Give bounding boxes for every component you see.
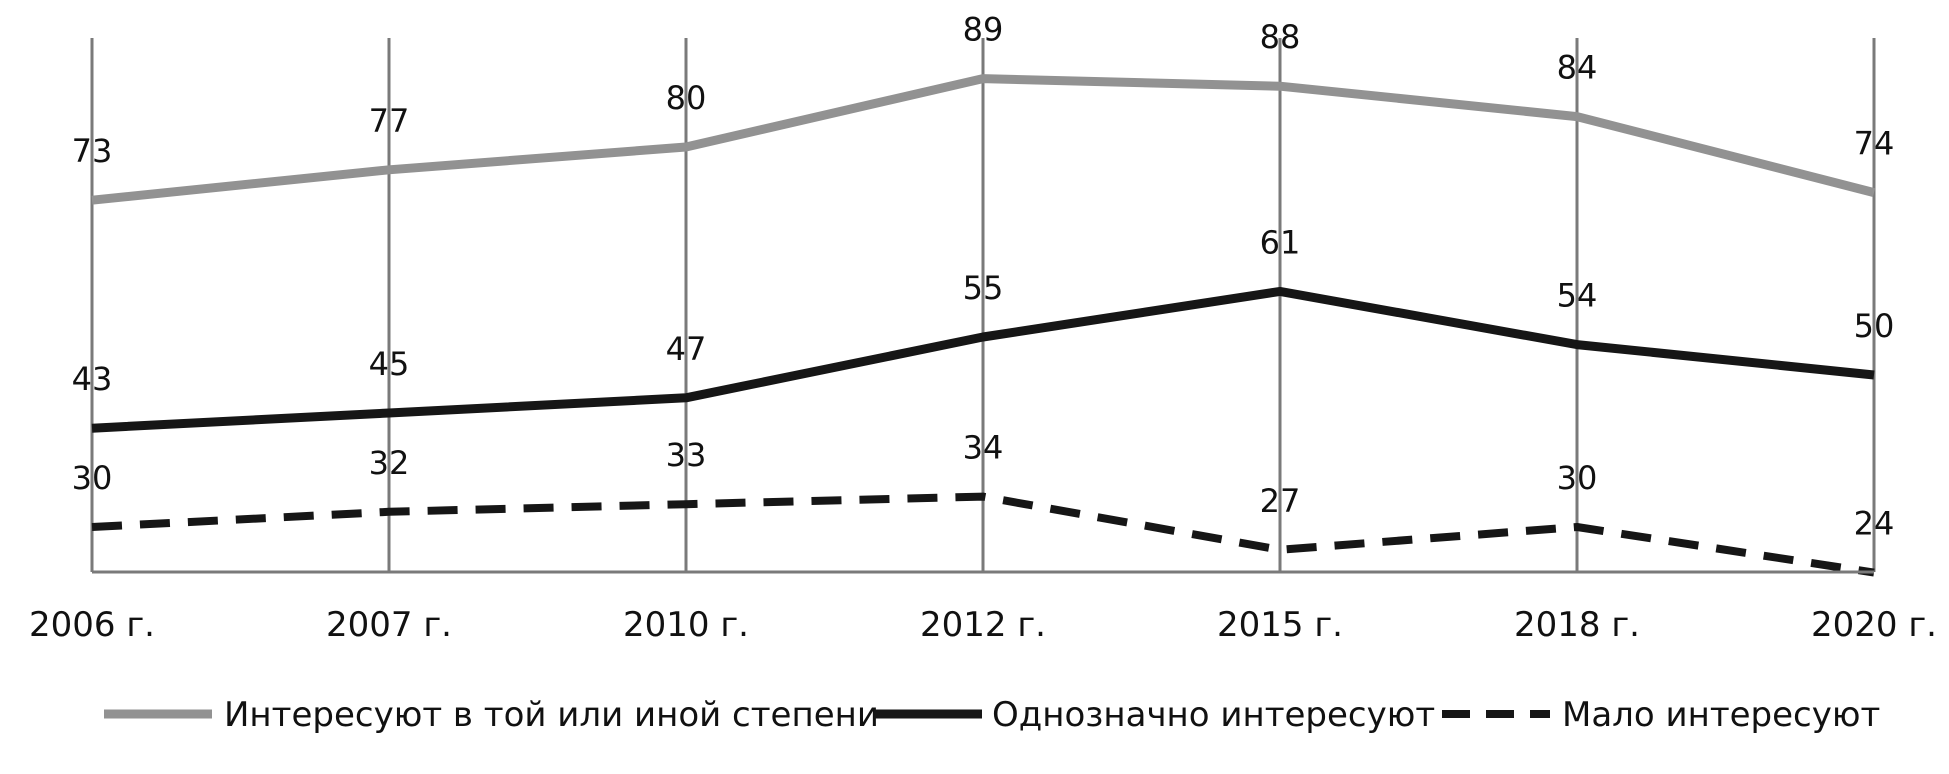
legend-label: Интересуют в той или иной степени: [224, 695, 879, 735]
data-label: 30: [1557, 459, 1598, 497]
data-label: 74: [1854, 125, 1895, 163]
data-label: 24: [1854, 505, 1895, 543]
x-axis: 2006 г. 2007 г. 2010 г. 2012 г. 2015 г. 2018 …: [29, 572, 1937, 645]
data-label: 55: [963, 269, 1004, 307]
data-label: 43: [72, 360, 113, 398]
data-label: 54: [1557, 277, 1598, 315]
data-label: 88: [1260, 18, 1301, 56]
data-label: 32: [369, 444, 410, 482]
x-tick-label: 2006 г.: [29, 605, 155, 645]
x-tick-label: 2015 г.: [1217, 605, 1343, 645]
legend-label: Мало интересуют: [1562, 695, 1880, 735]
data-label: 84: [1557, 49, 1598, 87]
data-label: 89: [963, 11, 1004, 49]
x-tick-label: 2007 г.: [326, 605, 452, 645]
data-label: 47: [666, 330, 707, 368]
data-label: 80: [666, 79, 707, 117]
x-tick-label: 2012 г.: [920, 605, 1046, 645]
data-label: 50: [1854, 307, 1895, 345]
data-label: 77: [369, 102, 410, 140]
x-tick-label: 2010 г.: [623, 605, 749, 645]
x-tick-label: 2018 г.: [1514, 605, 1640, 645]
legend-label: Однозначно интересуют: [992, 695, 1435, 735]
data-label: 61: [1260, 223, 1301, 261]
data-label: 73: [72, 132, 113, 170]
data-label: 30: [72, 459, 113, 497]
data-label: 27: [1260, 482, 1301, 520]
data-label: 33: [666, 436, 707, 474]
data-label: 34: [963, 429, 1004, 467]
legend: Интересуют в той или иной степени Однозна…: [104, 695, 1880, 735]
data-label: 45: [369, 345, 410, 383]
x-tick-label: 2020 г.: [1811, 605, 1937, 645]
